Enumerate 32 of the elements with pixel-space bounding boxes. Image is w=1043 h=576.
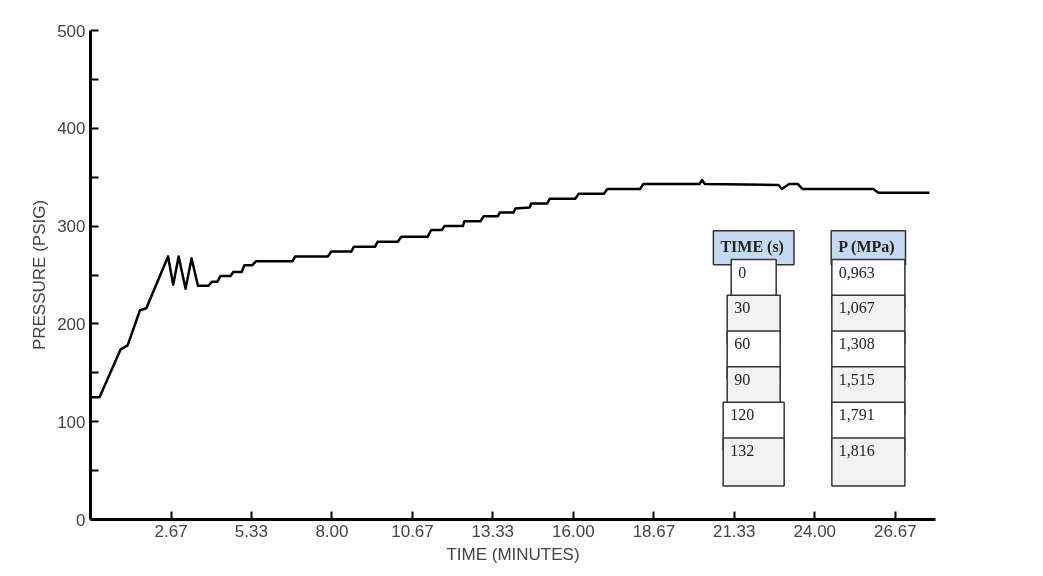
- y-tick-label: 500: [57, 21, 86, 41]
- annotation: 60: [734, 334, 751, 352]
- x-tick-label: 24.00: [793, 521, 837, 541]
- x-tick-label: 18.67: [632, 521, 676, 541]
- y-tick-label: 300: [57, 217, 86, 237]
- annotation: 1,816: [838, 442, 875, 460]
- annotation: 1,791: [838, 406, 875, 424]
- annotation: 0,963: [838, 263, 875, 281]
- x-axis-title: TIME (MINUTES): [446, 544, 580, 564]
- annotation: 90: [734, 370, 751, 388]
- annotation: 1,308: [838, 334, 875, 352]
- annotation: 1,515: [838, 370, 875, 388]
- x-tick-label: 5.33: [234, 521, 268, 541]
- x-tick-label: 8.00: [315, 521, 349, 541]
- x-tick-label: 26.67: [874, 521, 917, 541]
- annotation: P (MPa): [838, 237, 895, 256]
- y-axis-title: PRESSURE (PSIG): [30, 199, 50, 351]
- annotation: 120: [730, 406, 755, 424]
- x-tick-label: 16.00: [552, 521, 595, 541]
- annotation: 0: [738, 263, 747, 281]
- x-tick-label: 2.67: [154, 521, 188, 541]
- annotation: TIME (s): [720, 237, 784, 256]
- x-tick-label: 13.33: [471, 521, 515, 541]
- annotation: 132: [730, 442, 755, 460]
- x-tick-label: 10.67: [391, 521, 434, 541]
- y-tick-label: 400: [57, 119, 86, 139]
- annotation: 1,067: [838, 299, 875, 317]
- annotation: 30: [734, 299, 751, 317]
- x-tick-label: 21.33: [712, 521, 756, 541]
- y-tick-label: 200: [57, 314, 86, 334]
- y-tick-label: 0: [76, 510, 86, 530]
- y-tick-label: 100: [57, 412, 86, 432]
